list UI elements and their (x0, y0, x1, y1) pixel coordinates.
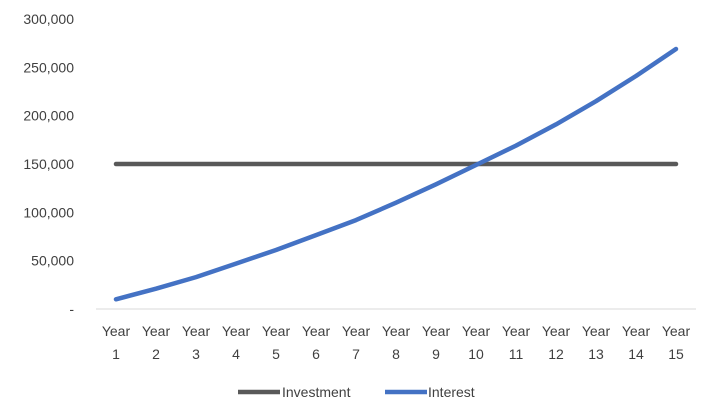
x-tick-label: Year 15 (662, 323, 691, 362)
x-tick-label: Year 7 (342, 323, 371, 362)
x-tick-label: Year 13 (582, 323, 611, 362)
y-tick-label: 250,000 (23, 59, 74, 75)
x-tick-label: Year 3 (182, 323, 211, 362)
x-tick-label: Year 4 (222, 323, 251, 362)
legend-label-investment: Investment (282, 384, 351, 400)
x-tick-label: Year 10 (462, 323, 491, 362)
x-tick-label: Year 2 (142, 323, 171, 362)
y-axis: - 50,000 100,000 150,000 200,000 250,000 300,0… (23, 11, 74, 317)
y-tick-label: 50,000 (31, 253, 74, 269)
y-tick-label: 200,000 (23, 108, 74, 124)
y-tick-label: - (69, 301, 74, 317)
x-tick-label: Year 5 (262, 323, 291, 362)
x-tick-label: Year 11 (502, 323, 531, 362)
series-layer (113, 46, 679, 302)
series-line-interest (113, 46, 679, 302)
x-tick-label: Year 9 (422, 323, 451, 362)
x-axis: Year 1 Year 2 Year 3 Year 4 Year 5 Year 6 Year 7 Year 8… (102, 323, 691, 362)
x-tick-label: Year 12 (542, 323, 571, 362)
x-tick-label: Year 6 (302, 323, 331, 362)
y-tick-label: 150,000 (23, 156, 74, 172)
legend-label-interest: Interest (428, 384, 475, 400)
legend: Investment Interest (238, 384, 475, 400)
y-tick-label: 300,000 (23, 11, 74, 27)
x-tick-label: Year 8 (382, 323, 411, 362)
y-tick-label: 100,000 (23, 204, 74, 220)
x-tick-label: Year 14 (622, 323, 651, 362)
x-tick-label: Year 1 (102, 323, 131, 362)
